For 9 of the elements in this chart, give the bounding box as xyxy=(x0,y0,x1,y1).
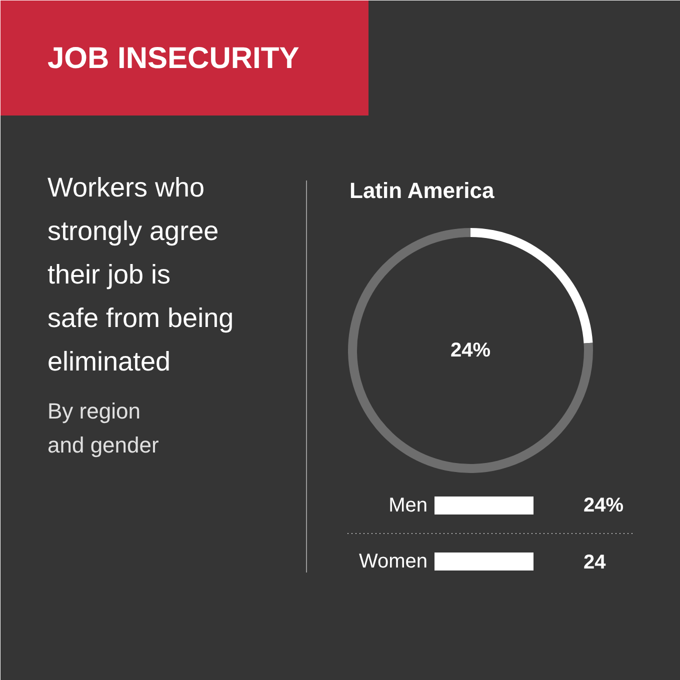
y-tick-label: Men xyxy=(388,494,428,516)
text: JOB INSECURITY xyxy=(48,42,300,75)
data-label: 24% xyxy=(584,494,624,516)
text: Workers who strongly agree their job is safe from being eliminated xyxy=(48,172,234,376)
y-tick-label: Women xyxy=(358,550,428,572)
text: By region and gender xyxy=(48,398,159,458)
data-label: 24 xyxy=(584,552,607,574)
chart-title: Latin America xyxy=(350,178,495,203)
text: 24% xyxy=(450,340,491,362)
